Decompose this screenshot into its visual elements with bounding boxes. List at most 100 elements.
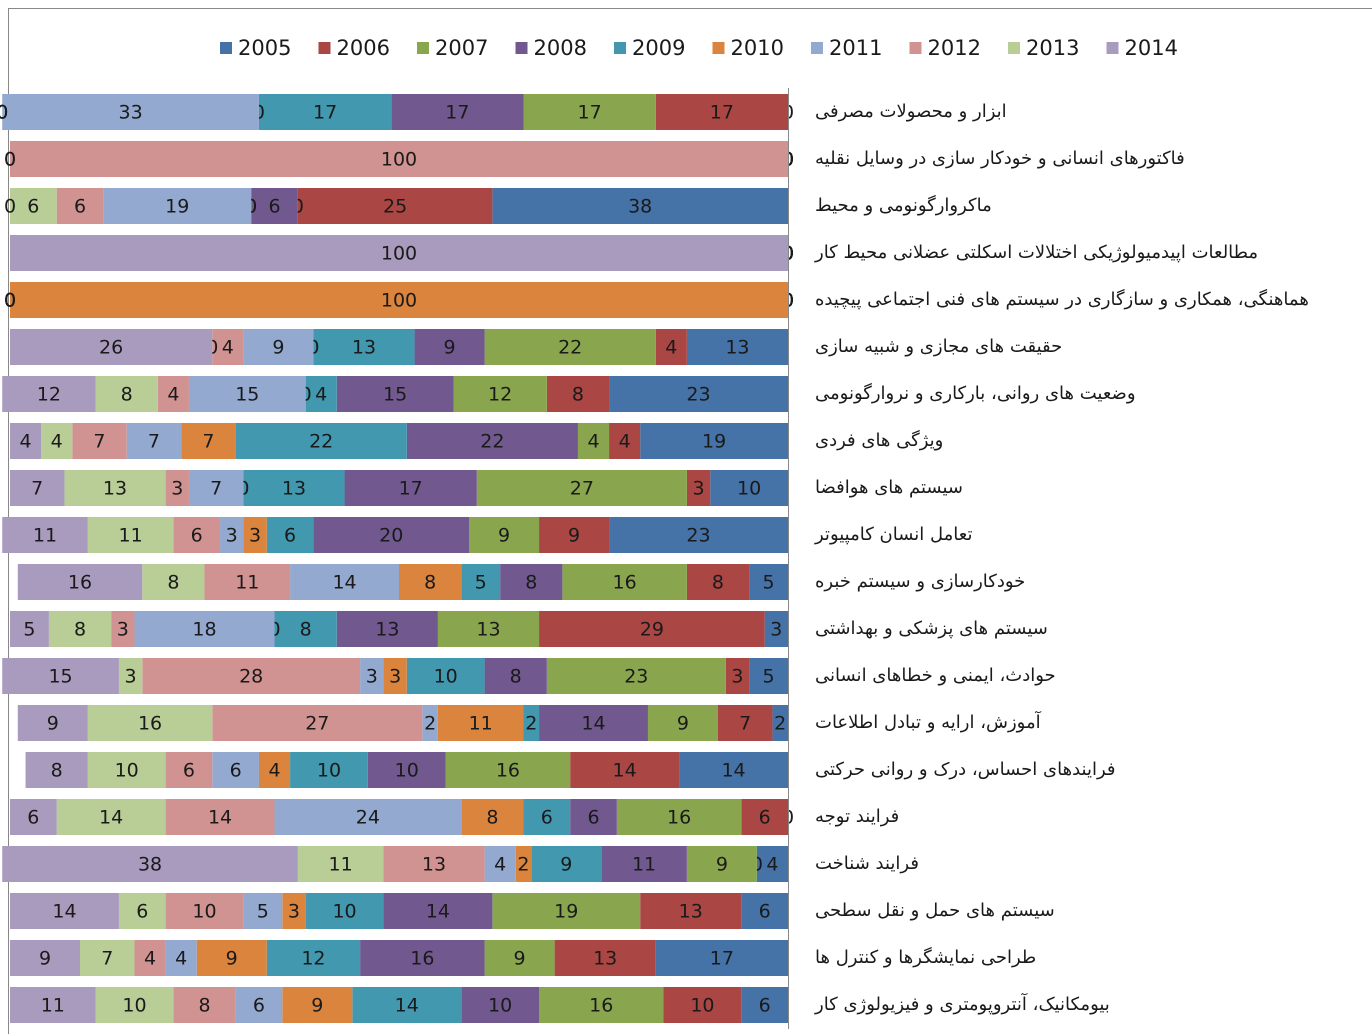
bar-segment xyxy=(188,376,306,412)
data-label: 27 xyxy=(570,478,594,500)
data-label: 38 xyxy=(138,854,162,876)
data-label: 17 xyxy=(578,102,602,124)
bar-segment xyxy=(10,235,788,271)
data-label: 4 xyxy=(175,948,187,970)
legend-label: 2010 xyxy=(731,36,784,60)
bar-segment xyxy=(282,893,306,929)
data-label: 100 xyxy=(381,243,417,265)
legend-label: 2006 xyxy=(337,36,390,60)
bar-segment xyxy=(515,846,532,882)
data-label: 9 xyxy=(311,995,323,1017)
bar-segment xyxy=(616,799,742,835)
bar-segment xyxy=(647,705,718,741)
bar-segment xyxy=(181,423,236,459)
bar-segment xyxy=(297,846,384,882)
bar-segment xyxy=(741,799,788,835)
data-label: 16 xyxy=(68,572,92,594)
category-label: ماکروارگونومی و محیط xyxy=(815,194,992,216)
data-label: 3 xyxy=(249,525,261,547)
bar-segment xyxy=(111,611,135,647)
bar-segment xyxy=(640,893,742,929)
data-label: 4 xyxy=(20,431,32,453)
bar-segment xyxy=(64,470,166,506)
data-label: 22 xyxy=(480,431,504,453)
bar-segment xyxy=(165,752,213,788)
data-label: 9 xyxy=(716,854,728,876)
bar-segment xyxy=(453,376,547,412)
bar-segment xyxy=(663,987,742,1023)
data-label: 8 xyxy=(51,760,63,782)
category-label: حوادث، ایمنی و خطاهای انسانی xyxy=(815,665,1056,686)
data-label: 3 xyxy=(226,525,238,547)
data-label: 14 xyxy=(581,713,605,735)
data-label: 12 xyxy=(301,948,325,970)
data-label: 0 xyxy=(4,196,16,218)
bar-segment xyxy=(165,470,189,506)
bar-segment xyxy=(274,799,462,835)
legend-swatch xyxy=(220,42,232,54)
data-label: 6 xyxy=(268,196,280,218)
data-label: 13 xyxy=(375,619,399,641)
data-label: 19 xyxy=(702,431,726,453)
category-label: ویژگی های فردی xyxy=(815,429,943,451)
bar-segment xyxy=(305,376,337,412)
data-label: 10 xyxy=(395,760,419,782)
bar-segment xyxy=(10,470,65,506)
data-label: 4 xyxy=(494,854,506,876)
bar-segment xyxy=(10,940,81,976)
data-label: 4 xyxy=(144,948,156,970)
data-label: 2 xyxy=(774,713,786,735)
data-label: 6 xyxy=(759,901,771,923)
bar-segment xyxy=(352,987,462,1023)
data-label: 8 xyxy=(167,572,179,594)
data-label: 5 xyxy=(257,901,269,923)
legend-label: 2011 xyxy=(829,36,882,60)
category-label: ابزار و محصولات مصرفی xyxy=(815,101,1007,122)
bar-segment xyxy=(290,752,368,788)
bar-segment xyxy=(749,658,788,694)
bar-segment xyxy=(764,611,788,647)
bar-segment xyxy=(749,564,788,600)
data-label: 8 xyxy=(486,807,498,829)
data-label: 10 xyxy=(690,995,714,1017)
bar-segment xyxy=(406,658,485,694)
data-label: 13 xyxy=(593,948,617,970)
data-label: 4 xyxy=(665,337,677,359)
bar-segment xyxy=(679,752,788,788)
bar-segment xyxy=(640,423,788,459)
bar-segment xyxy=(414,329,485,365)
data-label: 16 xyxy=(589,995,613,1017)
category-label: فرایند شناخت xyxy=(815,853,919,874)
data-label: 20 xyxy=(379,525,403,547)
data-label: 11 xyxy=(118,525,142,547)
bar-segment xyxy=(2,94,259,130)
bar-segment xyxy=(686,470,711,506)
bar-segment xyxy=(655,94,788,130)
bar-segment xyxy=(10,799,57,835)
legend-label: 2009 xyxy=(632,36,685,60)
data-label: 4 xyxy=(268,760,280,782)
data-label: 3 xyxy=(366,666,378,688)
data-label: 9 xyxy=(514,948,526,970)
data-label: 8 xyxy=(525,572,537,594)
data-label: 9 xyxy=(39,948,51,970)
bar-segment xyxy=(539,517,610,553)
bar-segment xyxy=(165,799,275,835)
bar-segment xyxy=(391,94,524,130)
bar-segment xyxy=(235,423,407,459)
data-label: 17 xyxy=(313,102,337,124)
data-label: 0 xyxy=(4,290,16,312)
data-label: 0 xyxy=(4,149,16,171)
legend-swatch xyxy=(417,42,429,54)
data-label: 14 xyxy=(395,995,419,1017)
data-label: 4 xyxy=(766,854,778,876)
bar-segment xyxy=(717,705,773,741)
data-label: 6 xyxy=(191,525,203,547)
bar-segment xyxy=(461,564,501,600)
bar-segment xyxy=(500,564,563,600)
data-label: 9 xyxy=(47,713,59,735)
data-label: 8 xyxy=(300,619,312,641)
bar-segment xyxy=(157,376,189,412)
bar-segment xyxy=(546,376,610,412)
bar-segment xyxy=(142,658,361,694)
